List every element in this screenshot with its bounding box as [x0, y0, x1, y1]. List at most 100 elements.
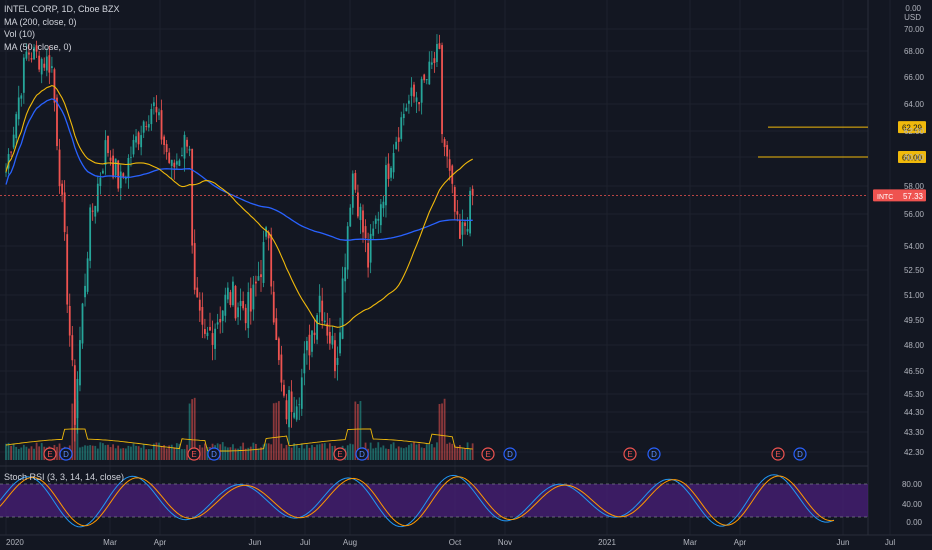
y-tick-label: 45.30 [904, 390, 925, 399]
candle [89, 204, 92, 269]
volume-bar [5, 443, 7, 460]
candle [313, 319, 316, 344]
dividend-event[interactable] [503, 447, 517, 461]
ma200-legend[interactable]: MA (200, close, 0) [4, 16, 77, 27]
earnings-event[interactable] [187, 447, 201, 461]
volume-bar [232, 444, 234, 460]
candle [341, 266, 344, 340]
candle [433, 51, 436, 73]
candle [196, 277, 199, 298]
volume-bar [130, 446, 132, 460]
x-tick-label: Aug [343, 538, 357, 547]
candle [300, 368, 303, 416]
candle [397, 127, 400, 152]
candle [318, 284, 321, 324]
candle [362, 204, 364, 243]
y-tick-label: 54.00 [904, 242, 925, 251]
volume-ma-line [5, 428, 473, 452]
volume-bar [86, 445, 89, 460]
volume-bar [15, 446, 18, 460]
volume-bar [293, 443, 296, 460]
candle [430, 51, 433, 69]
volume-bar [170, 444, 173, 460]
candle [91, 203, 94, 221]
candle [395, 136, 398, 150]
volume-bar [28, 448, 30, 460]
candle [438, 34, 441, 50]
volume-bar [226, 447, 229, 460]
volume-bar [193, 397, 196, 460]
vol-legend[interactable]: Vol (10) [4, 29, 36, 39]
stoch-rsi-pane [0, 474, 868, 528]
candle [255, 275, 257, 297]
candle [469, 187, 471, 237]
volume-bar [191, 399, 194, 460]
volume-bar [35, 442, 38, 460]
volume-bar [433, 447, 436, 460]
event-letter: E [47, 450, 52, 459]
volume-bar [377, 442, 380, 460]
volume-bar [237, 448, 239, 460]
volume-bar [173, 447, 176, 460]
symbol-title[interactable]: INTEL CORP, 1D, Cboe BZX [4, 4, 120, 14]
candle [357, 184, 359, 219]
dividend-event[interactable] [355, 447, 369, 461]
ma50-legend[interactable]: MA (50, close, 0) [4, 41, 72, 52]
volume-bar [456, 446, 459, 460]
candle [456, 200, 459, 222]
candle [43, 57, 46, 71]
x-tick-label: 2021 [598, 538, 616, 547]
volume-bar [374, 447, 377, 460]
ma50-line [5, 85, 473, 328]
volume-bar [323, 443, 326, 460]
candle [130, 146, 132, 167]
volume-bar [390, 444, 392, 460]
volume-bar [79, 447, 81, 460]
dividend-event[interactable] [647, 447, 661, 461]
candle [155, 95, 158, 123]
event-letter: E [627, 450, 632, 459]
volume-bar [81, 446, 84, 460]
candle [135, 128, 137, 148]
candle [283, 379, 285, 398]
candle [229, 289, 232, 308]
earnings-event[interactable] [623, 447, 637, 461]
candle [232, 276, 234, 307]
candle [25, 43, 28, 61]
volume-bar [175, 443, 178, 460]
x-tick-label: Mar [103, 538, 117, 547]
candle [191, 148, 194, 254]
dividend-event[interactable] [207, 447, 221, 461]
currency-label: 0.00 USD [904, 4, 921, 22]
volume-bar [262, 444, 265, 460]
candle [392, 144, 395, 179]
candle [117, 159, 120, 192]
volume-bar [71, 403, 74, 460]
candle [102, 168, 104, 174]
candle [122, 172, 125, 180]
stoch-legend[interactable]: Stoch RSI (3, 3, 14, 14, close) [4, 472, 125, 482]
earnings-event[interactable] [771, 447, 785, 461]
volume-bar [471, 443, 474, 460]
dividend-event[interactable] [793, 447, 807, 461]
volume-bar [300, 443, 303, 460]
candle [114, 158, 117, 179]
candle [374, 215, 377, 229]
candle [461, 209, 464, 247]
volume-bar [150, 449, 153, 460]
volume-bar [22, 444, 25, 460]
earnings-event[interactable] [43, 447, 57, 461]
candle [277, 336, 280, 365]
volume-bar [84, 445, 86, 460]
candle [66, 226, 69, 314]
volume-bar [135, 445, 137, 460]
earnings-event[interactable] [333, 447, 347, 461]
candle [321, 287, 324, 329]
volume-bar [387, 448, 390, 460]
candle [81, 302, 84, 349]
volume-bar [392, 442, 395, 460]
volume-bar [244, 448, 247, 460]
earnings-event[interactable] [481, 447, 495, 461]
dividend-event[interactable] [59, 447, 73, 461]
